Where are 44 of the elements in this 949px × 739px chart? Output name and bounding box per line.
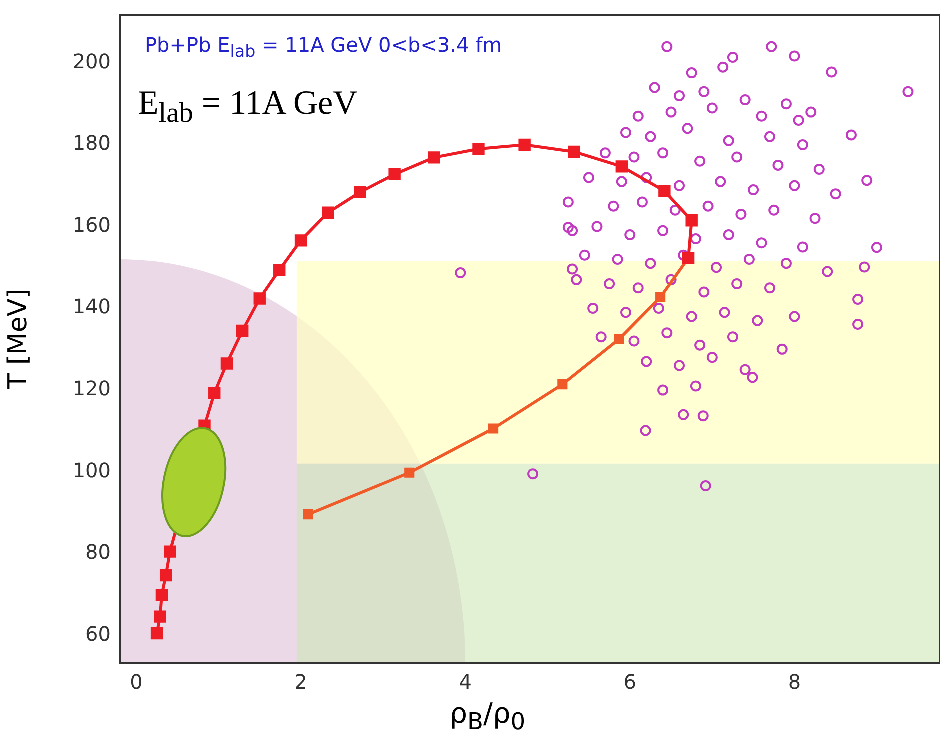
point	[236, 324, 249, 338]
point	[294, 234, 308, 247]
y-tick-label: 60	[86, 622, 111, 646]
annotation: E$_{lab}$ = 11A GeV	[138, 85, 358, 130]
x-tick-label: 2	[294, 670, 308, 694]
point	[220, 358, 234, 370]
x-tick-label: 4	[459, 670, 472, 694]
x-tick-label: 6	[624, 670, 636, 694]
x-tick-label: 8	[788, 670, 802, 694]
x-axis-title: ρ$_{B}$/ρ$_{0}$	[450, 697, 526, 736]
point	[354, 186, 366, 199]
point	[388, 168, 401, 181]
point	[404, 468, 415, 478]
point	[488, 424, 499, 434]
y-tick-label: 140	[72, 294, 111, 319]
point	[616, 160, 628, 173]
y-tick-label: 100	[72, 458, 111, 482]
y-tick-label: 160	[72, 212, 111, 237]
point	[428, 152, 440, 164]
point	[208, 387, 221, 400]
point	[658, 185, 671, 198]
point	[518, 138, 531, 152]
point	[274, 264, 286, 276]
point	[472, 143, 485, 156]
point	[254, 292, 266, 305]
text: Pb+Pb E$_{lab}$ = 11A GeV 0<b<3.4 fm	[145, 33, 502, 61]
point	[150, 627, 164, 640]
point	[156, 589, 168, 602]
point	[558, 380, 568, 390]
point	[568, 146, 580, 158]
point	[154, 610, 166, 623]
y-tick-label: 200	[72, 49, 111, 74]
y-tick-label: 120	[72, 376, 111, 401]
x-tick-label: 0	[130, 670, 143, 694]
point	[656, 292, 666, 303]
point	[160, 569, 172, 582]
point	[322, 206, 334, 219]
y-tick-label: 180	[72, 131, 111, 156]
y-tick-label: 80	[86, 540, 111, 564]
point	[686, 214, 698, 227]
y-axis-title: T [MeV]	[3, 288, 34, 390]
point	[614, 334, 624, 344]
point	[164, 546, 176, 558]
point	[303, 510, 314, 520]
